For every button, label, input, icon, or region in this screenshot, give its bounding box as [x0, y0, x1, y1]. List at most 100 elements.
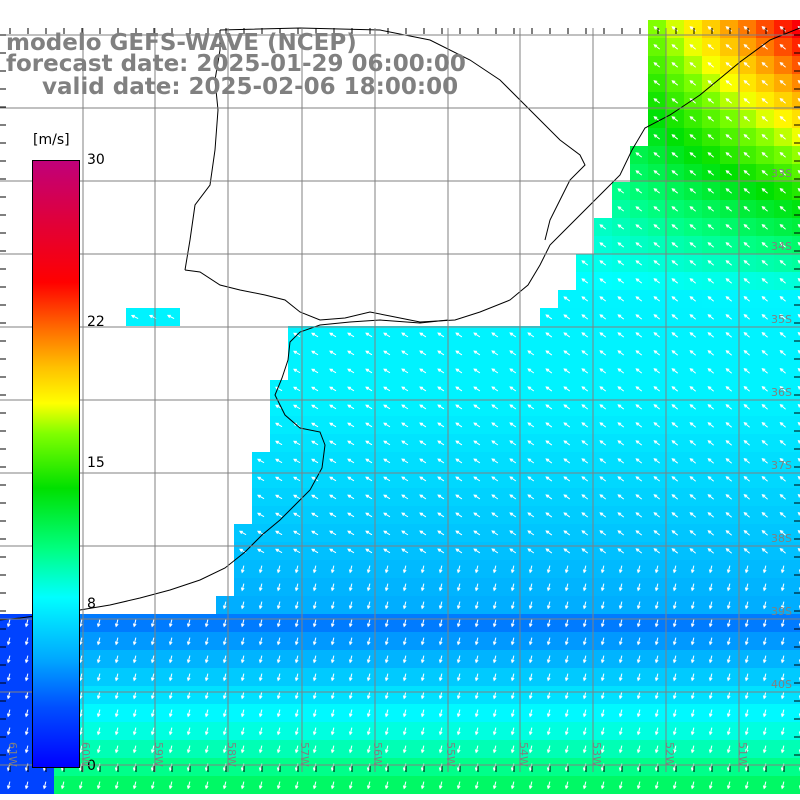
- wind-arrow: [671, 530, 679, 536]
- axis-ticks: [0, 28, 800, 772]
- wind-arrow: [617, 530, 625, 536]
- wind-arrow: [114, 655, 119, 664]
- wind-arrow: [671, 332, 679, 338]
- wind-arrow: [599, 440, 607, 446]
- wind-arrow: [384, 673, 389, 682]
- wind-arrow: [780, 673, 785, 682]
- wind-arrow: [329, 530, 337, 536]
- wind-arrow: [779, 260, 786, 266]
- wind-arrow: [293, 386, 301, 392]
- wind-arrow: [653, 386, 661, 392]
- wind-arrow: [510, 691, 515, 700]
- wind-arrow: [582, 781, 587, 790]
- wind-arrow: [258, 781, 263, 790]
- wind-arrow: [689, 26, 697, 32]
- wind-arrow: [509, 530, 517, 536]
- wind-arrow: [546, 781, 551, 790]
- wind-arrow: [474, 583, 479, 592]
- wind-arrow: [762, 565, 767, 574]
- wind-arrow: [510, 673, 515, 682]
- wind-arrow: [581, 440, 589, 446]
- wind-arrow: [797, 169, 800, 174]
- coastline-segment: [184, 30, 221, 271]
- wind-arrow: [401, 332, 409, 338]
- wind-arrow: [635, 530, 643, 536]
- wind-cell: [792, 92, 800, 110]
- wind-arrow: [780, 619, 785, 628]
- wind-arrow: [635, 332, 643, 338]
- wind-arrow: [653, 494, 661, 500]
- wind-arrow: [617, 260, 625, 266]
- wind-arrow: [366, 691, 371, 700]
- wind-arrow: [240, 673, 245, 682]
- wind-arrow: [779, 404, 786, 410]
- wind-cell: [792, 452, 800, 470]
- wind-arrow: [779, 152, 786, 158]
- wind-arrow: [528, 619, 533, 628]
- wind-arrow: [365, 494, 373, 500]
- wind-arrow: [383, 350, 391, 356]
- wind-arrow: [726, 583, 731, 592]
- wind-arrow: [581, 422, 589, 428]
- wind-arrow: [492, 691, 497, 700]
- wind-arrow: [707, 440, 715, 446]
- wind-arrow: [545, 368, 553, 374]
- wind-arrow: [780, 727, 785, 736]
- wind-arrow: [240, 691, 245, 700]
- wind-arrow: [636, 565, 641, 574]
- wind-arrow: [671, 368, 679, 374]
- wind-arrow: [725, 242, 733, 248]
- wind-arrow: [617, 278, 625, 284]
- wind-arrow: [707, 242, 715, 248]
- wind-arrow: [347, 458, 355, 464]
- wind-arrow: [546, 709, 551, 718]
- wind-arrow: [671, 152, 679, 158]
- wind-arrow: [708, 727, 713, 736]
- wind-arrow: [276, 745, 281, 754]
- wind-arrow: [563, 296, 571, 302]
- wind-arrow: [455, 440, 463, 446]
- wind-arrow: [509, 350, 517, 356]
- wind-arrow: [311, 404, 319, 410]
- wind-arrow: [762, 745, 767, 754]
- wind-arrow: [311, 548, 319, 554]
- wind-arrow: [132, 673, 137, 682]
- wind-arrow: [455, 422, 463, 428]
- wind-arrow: [725, 458, 733, 464]
- wind-arrow: [312, 601, 317, 610]
- wind-arrow: [366, 673, 371, 682]
- wind-arrow: [762, 583, 767, 592]
- latitude-label: 34S: [771, 240, 792, 253]
- wind-arrow: [635, 314, 643, 320]
- wind-arrow: [510, 619, 515, 628]
- wind-arrow: [545, 548, 553, 554]
- wind-cell: [792, 632, 800, 650]
- wind-arrow: [366, 601, 371, 610]
- wind-arrow: [689, 44, 697, 50]
- wind-arrow: [636, 691, 641, 700]
- wind-arrow: [581, 458, 589, 464]
- wind-arrow: [132, 691, 137, 700]
- wind-arrow: [401, 494, 409, 500]
- wind-arrow: [563, 440, 571, 446]
- wind-arrow: [438, 781, 443, 790]
- wind-arrow: [689, 422, 697, 428]
- wind-arrow: [473, 386, 481, 392]
- wind-arrow: [420, 583, 425, 592]
- wind-cell: [792, 380, 800, 398]
- colorbar-tick-label: 30: [87, 152, 105, 168]
- wind-arrow: [420, 745, 425, 754]
- wind-arrow: [132, 655, 137, 664]
- wind-arrow: [689, 440, 697, 446]
- wind-arrow: [708, 583, 713, 592]
- wind-arrow: [329, 422, 337, 428]
- wind-arrow: [671, 512, 679, 518]
- wind-arrow: [545, 386, 553, 392]
- wind-arrow: [635, 188, 643, 194]
- wind-arrow: [689, 260, 697, 266]
- wind-arrow: [419, 404, 427, 410]
- wind-arrow: [581, 386, 589, 392]
- wind-arrow: [671, 314, 679, 320]
- wind-arrow: [276, 637, 281, 646]
